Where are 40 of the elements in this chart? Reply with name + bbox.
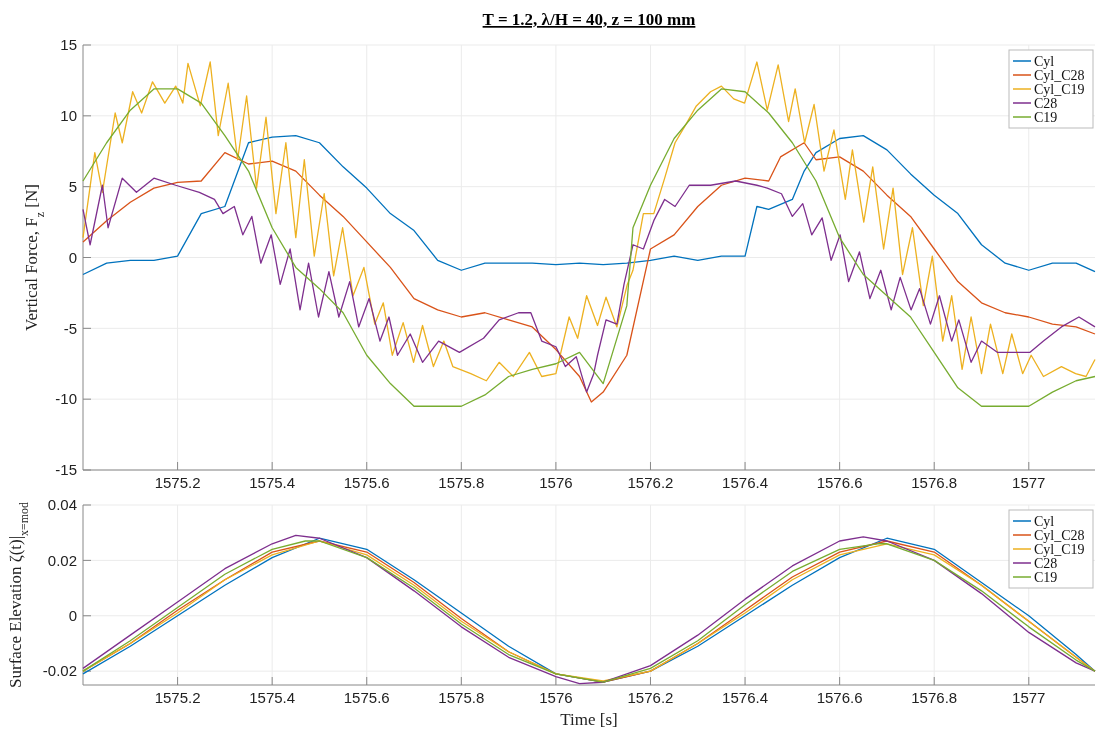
legend-label: Cyl xyxy=(1034,513,1055,529)
x-tick-label: 1577 xyxy=(1012,689,1046,706)
x-tick-label: 1576 xyxy=(539,474,573,491)
x-tick-label: 1576.4 xyxy=(722,689,768,706)
line-series xyxy=(82,177,1096,393)
y-tick-label: -15 xyxy=(55,461,77,479)
y-tick-label: 10 xyxy=(60,107,77,125)
x-tick-label: 1575.6 xyxy=(343,689,390,706)
x-tick-label: 1575.8 xyxy=(438,689,485,706)
x-tick-label: 1576.8 xyxy=(911,474,958,491)
chart-title: T = 1.2, λ/H = 40, z = 100 mm xyxy=(482,10,696,29)
x-tick-label: 1576.6 xyxy=(816,474,863,491)
line-series xyxy=(82,135,1096,276)
legend-label: C19 xyxy=(1034,109,1058,125)
x-tick-label: 1576.4 xyxy=(722,474,768,491)
x-tick-label: 1576.8 xyxy=(911,689,958,706)
x-tick-label: 1575.6 xyxy=(343,474,390,491)
x-axis-title: Time [s] xyxy=(560,710,618,729)
legend-label: C19 xyxy=(1034,569,1058,585)
x-tick-label: 1576.2 xyxy=(627,474,674,491)
x-tick-label: 1576.2 xyxy=(627,689,674,706)
x-tick-label: 1575.2 xyxy=(154,474,201,491)
y-tick-label: -10 xyxy=(55,390,77,408)
legend-label: Cyl xyxy=(1034,53,1055,69)
x-tick-label: 1577 xyxy=(1012,474,1046,491)
x-tick-label: 1575.4 xyxy=(249,474,296,491)
y-tick-label: 5 xyxy=(68,177,77,195)
line-series xyxy=(82,142,1096,403)
y-tick-label: 0.02 xyxy=(47,551,77,569)
x-tick-label: 1575.4 xyxy=(249,689,296,706)
y-tick-label: 15 xyxy=(60,36,77,54)
y-tick-label: 0 xyxy=(68,607,77,625)
x-tick-label: 1576 xyxy=(539,689,573,706)
y-tick-label: 0 xyxy=(68,248,77,266)
x-tick-label: 1576.6 xyxy=(816,689,863,706)
y-tick-label: -0.02 xyxy=(42,662,77,680)
y-tick-label: -5 xyxy=(63,319,77,337)
x-tick-label: 1575.8 xyxy=(438,474,485,491)
x-tick-label: 1575.2 xyxy=(154,689,201,706)
y-tick-label: 0.04 xyxy=(47,496,77,514)
